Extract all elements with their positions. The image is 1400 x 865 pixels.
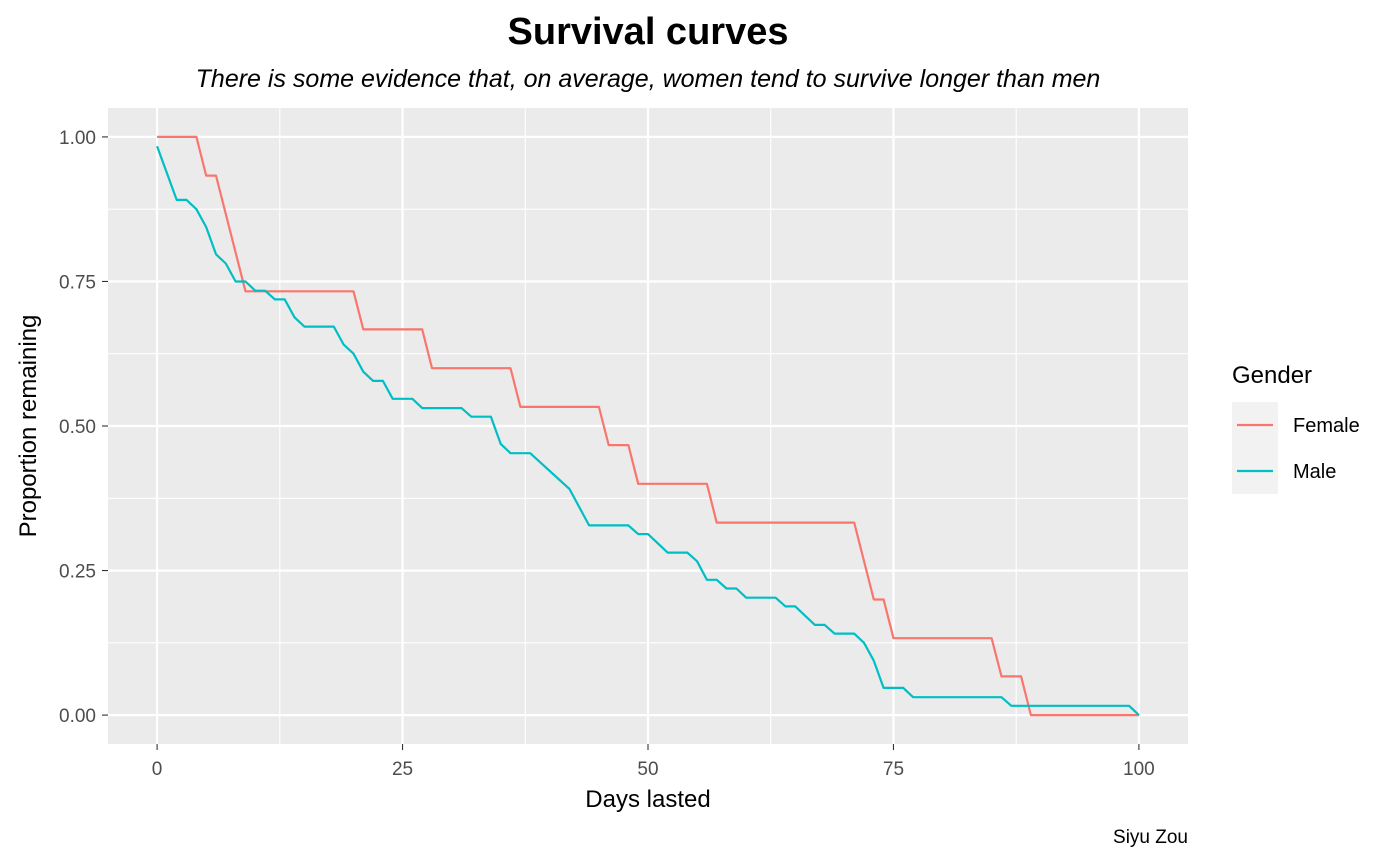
x-tick-label: 25 (392, 759, 413, 780)
y-axis: 0.00 0.25 0.50 0.75 1.00 (59, 128, 108, 727)
series-lines (156, 135, 1140, 717)
legend-title: Gender (1232, 362, 1312, 389)
major-gridlines (108, 108, 1188, 744)
legend-label-female: Female (1293, 415, 1360, 437)
y-axis-title: Proportion remaining (15, 315, 42, 538)
y-tick-label: 0.00 (59, 706, 96, 727)
chart-subtitle: There is some evidence that, on average,… (196, 65, 1101, 93)
y-tick-label: 1.00 (59, 128, 96, 149)
series-line-male (156, 145, 1140, 716)
x-tick-label: 0 (152, 759, 163, 780)
y-tick-label: 0.25 (59, 562, 96, 583)
chart-title: Survival curves (508, 11, 789, 53)
y-tick-label: 0.75 (59, 272, 96, 293)
chart-caption: Siyu Zou (1113, 827, 1188, 848)
x-tick-label: 100 (1123, 759, 1155, 780)
y-tick-label: 0.50 (59, 417, 96, 438)
legend: Gender Female Male (1232, 362, 1360, 494)
x-tick-label: 75 (883, 759, 904, 780)
legend-label-male: Male (1293, 461, 1336, 483)
x-axis-title: Days lasted (585, 786, 710, 813)
x-axis: 0 25 50 75 100 (152, 744, 1155, 780)
x-tick-label: 50 (637, 759, 658, 780)
